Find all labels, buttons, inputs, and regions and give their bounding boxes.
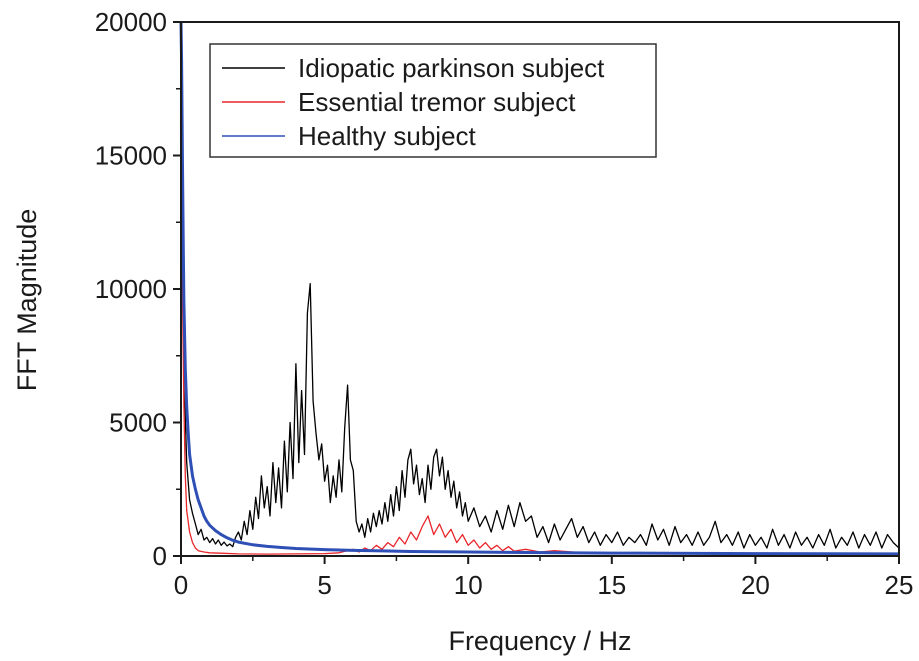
x-tick-label: 0: [174, 570, 188, 600]
x-axis: 0 5 10 15 20 25: [174, 556, 914, 600]
legend-entry-parkinson: Idiopatic parkinson subject: [222, 53, 605, 83]
y-tick-label: 20000: [95, 7, 167, 37]
legend-box: [209, 43, 657, 158]
y-tick-label: 10000: [95, 274, 167, 304]
legend-label-parkinson: Idiopatic parkinson subject: [298, 53, 605, 83]
x-tick-label: 15: [597, 570, 626, 600]
legend-entry-essential-tremor: Essential tremor subject: [222, 87, 576, 117]
series-layer: [179, 21, 900, 556]
x-tick-label: 5: [317, 570, 331, 600]
x-tick-label: 10: [454, 570, 483, 600]
legend-label-healthy: Healthy subject: [298, 121, 477, 151]
legend-label-essential-tremor: Essential tremor subject: [298, 87, 576, 117]
y-tick-label: 0: [153, 541, 167, 571]
y-axis-title: FFT Magnitude: [12, 209, 42, 392]
legend-entry-healthy: Healthy subject: [222, 121, 477, 151]
series-line-parkinson: [180, 21, 900, 549]
x-axis-title: Frequency / Hz: [448, 626, 631, 656]
legend: Idiopatic parkinson subject Essential tr…: [209, 43, 657, 158]
series-line-healthy: [179, 21, 900, 556]
y-tick-label: 5000: [109, 408, 167, 438]
x-tick-label: 25: [885, 570, 914, 600]
x-tick-label: 20: [741, 570, 770, 600]
y-tick-label: 15000: [95, 141, 167, 171]
series-line-essential-tremor: [180, 21, 899, 555]
y-axis: 0 5000 10000 15000 20000: [95, 7, 181, 571]
